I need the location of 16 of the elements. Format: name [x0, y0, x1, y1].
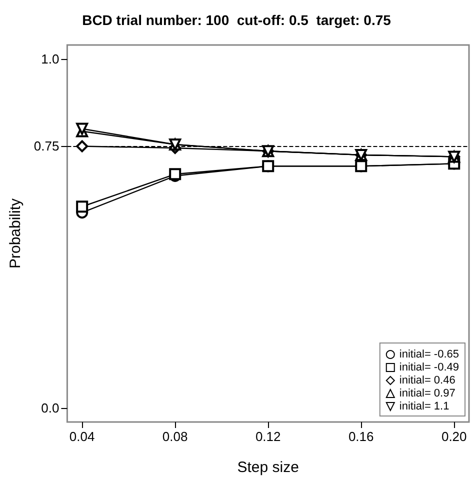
- x-tick-label: 0.12: [255, 429, 281, 444]
- x-axis-title: Step size: [237, 459, 299, 476]
- x-tick-label: 0.08: [162, 429, 188, 444]
- y-tick-label: 0.75: [34, 138, 60, 154]
- legend-label: initial= 0.97: [399, 388, 456, 400]
- legend-label: initial= 1.1: [399, 400, 450, 412]
- y-axis-title: Probability: [7, 198, 24, 269]
- y-tick-label: 0.0: [41, 400, 60, 416]
- x-tick-label: 0.16: [348, 429, 374, 444]
- chart-title: BCD trial number: 100 cut-off: 0.5 target: 0.75: [82, 12, 392, 28]
- x-tick-label: 0.20: [441, 429, 467, 444]
- legend-label: initial= -0.65: [399, 348, 460, 360]
- y-tick-label: 1.0: [41, 51, 60, 66]
- x-tick-label: 0.04: [69, 429, 95, 444]
- legend-label: initial= -0.49: [399, 362, 460, 374]
- legend-label: initial= 0.46: [399, 374, 456, 386]
